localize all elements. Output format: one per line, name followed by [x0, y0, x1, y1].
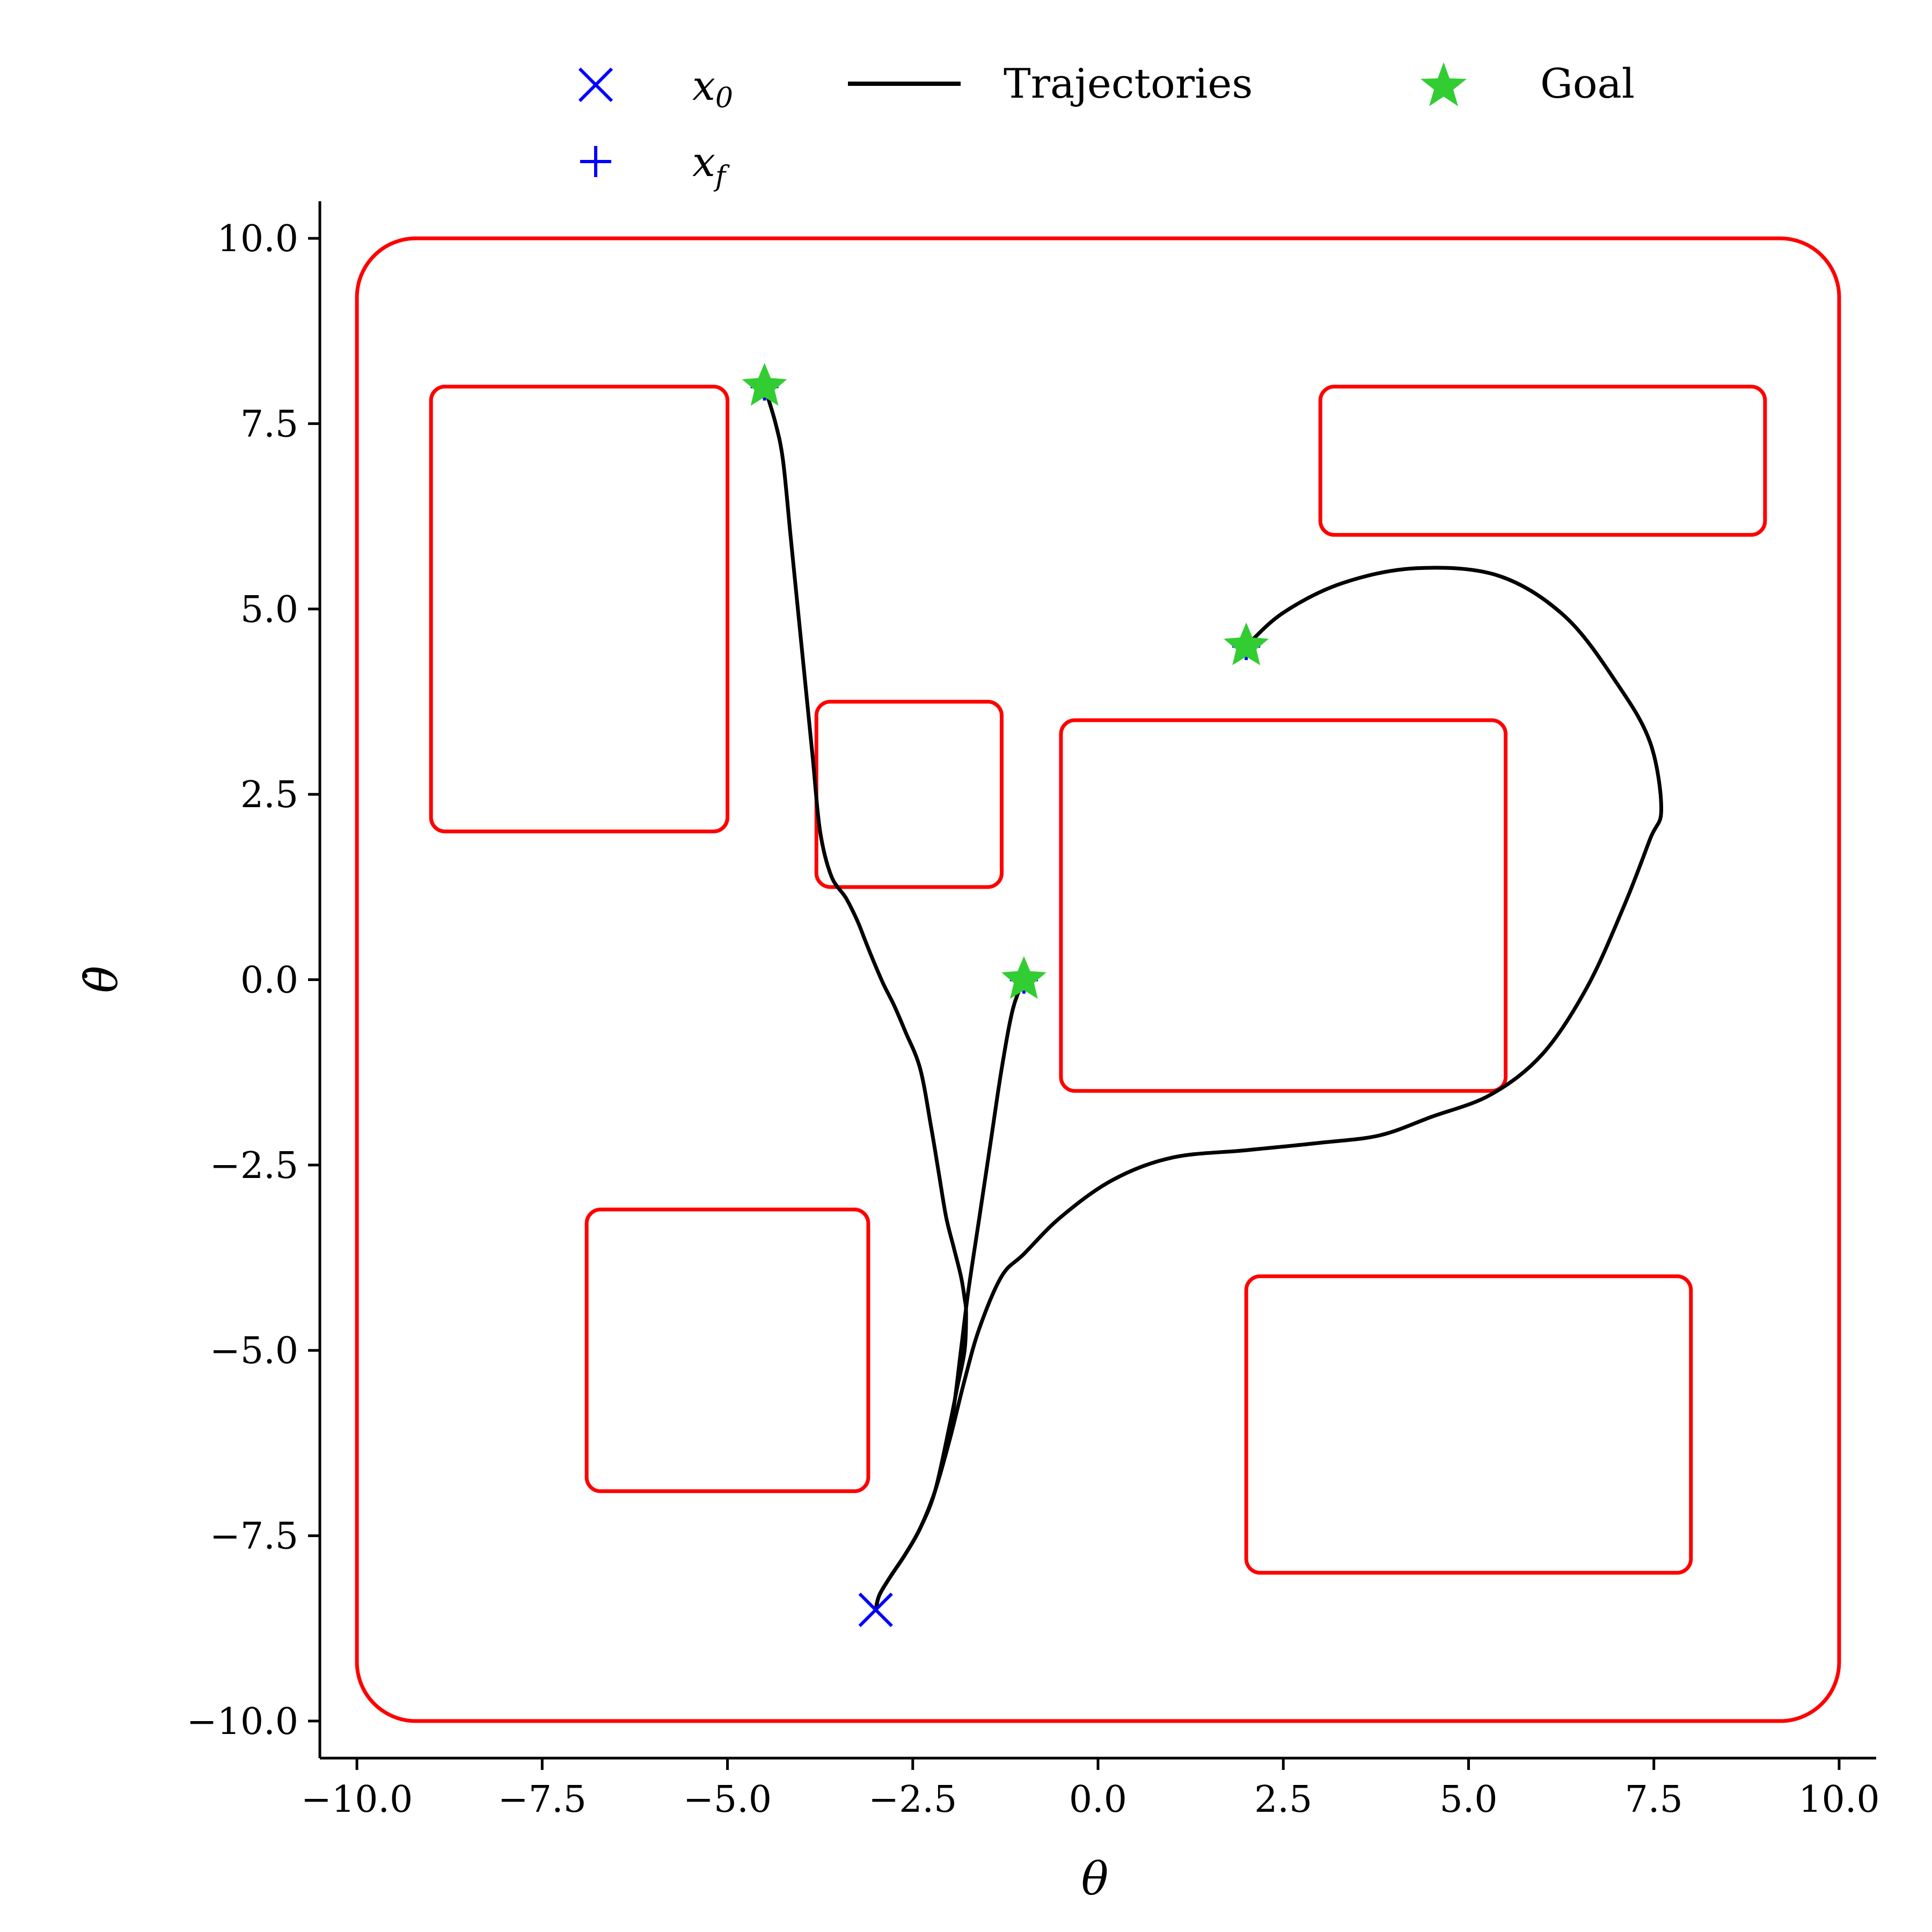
- y-tick-label: 7.5: [240, 403, 298, 445]
- y-tick-label: −7.5: [210, 1516, 298, 1558]
- obstacle: [1059, 718, 1508, 1093]
- markers: [742, 363, 1269, 1627]
- trajectories: [763, 386, 1664, 1611]
- legend-xf-label: xf: [692, 138, 730, 193]
- y-tick-label: −5.0: [210, 1330, 298, 1372]
- axes: −10.0 −7.5 −5.0 −2.5 0.0 2.5 5.0 7.5 10.0 −10.0−…: [187, 201, 1880, 1821]
- goal-marker: [1001, 956, 1046, 999]
- obstacle: [1318, 384, 1767, 537]
- start-marker: [858, 1592, 893, 1627]
- y-tick-label: 10.0: [217, 218, 298, 260]
- legend-goal-label: Goal: [1540, 60, 1635, 107]
- y-tick-label: 0.0: [240, 960, 298, 1002]
- legend-goal-marker: [1421, 62, 1467, 106]
- y-tick-label: 2.5: [240, 774, 298, 816]
- x-tick-label: 2.5: [1254, 1779, 1312, 1821]
- x-axis-label: θ: [1081, 1853, 1109, 1905]
- legend-trajectories-label: Trajectories: [1004, 60, 1253, 107]
- trajectory-line: [763, 386, 968, 1611]
- obstacle: [584, 1208, 870, 1494]
- x-tick-label: −7.5: [498, 1779, 587, 1821]
- obstacles: [355, 236, 1841, 1723]
- y-axis-label: θ̇: [75, 966, 128, 993]
- y-tick-label: −10.0: [187, 1701, 298, 1743]
- legend: x0 Trajectories Goal xf: [578, 60, 1635, 193]
- x-tick-label: −10.0: [301, 1779, 413, 1821]
- x-tick-label: −2.5: [868, 1779, 957, 1821]
- x-ticks: −10.0 −7.5 −5.0 −2.5 0.0 2.5 5.0 7.5 10.0: [301, 1758, 1880, 1821]
- x-tick-label: 7.5: [1625, 1779, 1683, 1821]
- legend-xf-marker: [580, 146, 611, 177]
- x-tick-label: 10.0: [1798, 1779, 1879, 1821]
- legend-x0-label: x0: [692, 62, 733, 114]
- goal-marker: [1224, 622, 1269, 665]
- x-tick-label: −5.0: [683, 1779, 772, 1821]
- obstacle: [814, 699, 1004, 889]
- y-tick-label: 5.0: [240, 589, 298, 631]
- x-tick-label: 5.0: [1439, 1779, 1497, 1821]
- y-ticks: −10.0 −7.5 −5.0 −2.5 0.0 2.5 5.0 7.5 10.0: [187, 218, 320, 1743]
- legend-x0-marker: [578, 67, 613, 103]
- boundary-obstacle: [355, 236, 1841, 1723]
- x-tick-label: 0.0: [1069, 1779, 1127, 1821]
- goal-marker: [742, 363, 787, 406]
- obstacle: [429, 384, 730, 833]
- trajectory-line: [874, 979, 1026, 1611]
- trajectory-line: [874, 566, 1664, 1611]
- obstacle: [1244, 1274, 1693, 1575]
- y-tick-label: −2.5: [210, 1145, 298, 1187]
